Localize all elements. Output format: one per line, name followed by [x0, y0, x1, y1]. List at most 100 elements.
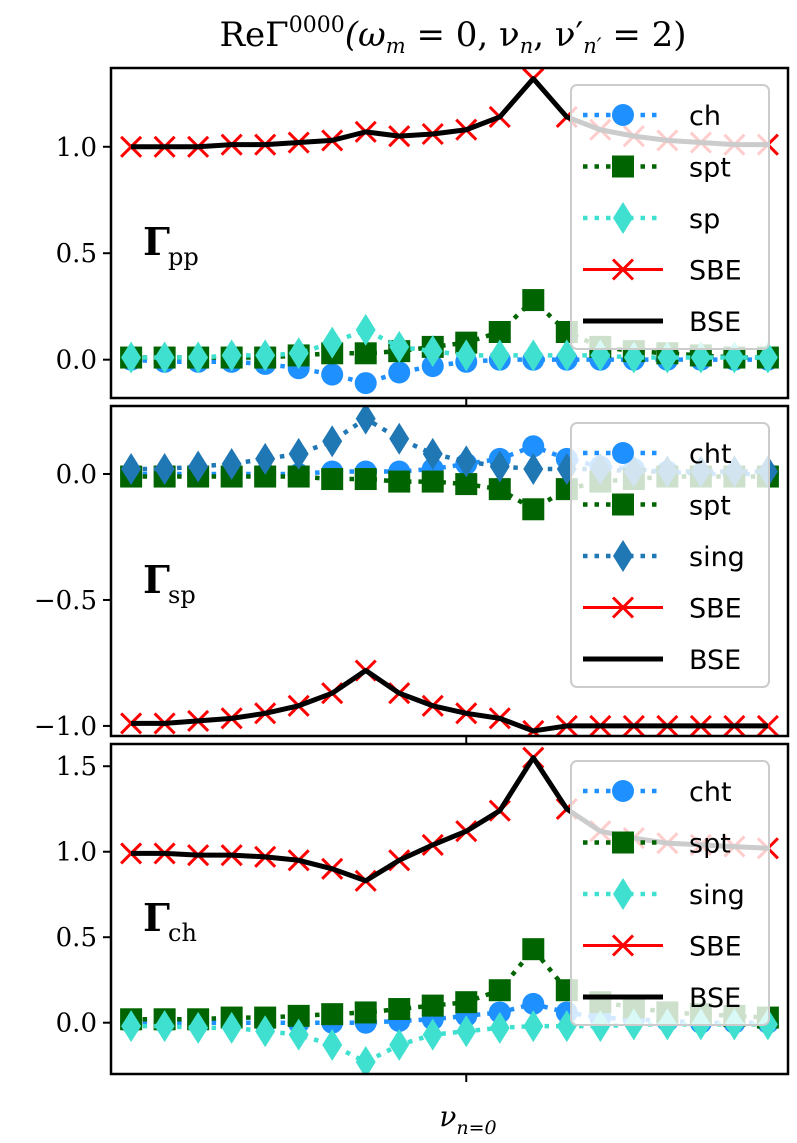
- data-point-sing: [389, 422, 410, 455]
- data-point-sing: [255, 442, 276, 475]
- data-point-sing: [121, 452, 142, 485]
- data-point-sp: [188, 341, 209, 374]
- panel-pp: 0.0 0.5 1.0 Γpp ch spt sp SBE BSE: [56, 66, 790, 406]
- data-point-sing: [523, 452, 544, 485]
- legend-entry-sing: sing: [583, 540, 745, 573]
- data-point-spt: [522, 938, 545, 961]
- data-point-sing: [322, 1028, 343, 1061]
- data-point-cht: [522, 992, 545, 1015]
- legend-label-cht: cht: [689, 777, 732, 808]
- data-point-sing: [489, 1011, 510, 1044]
- data-point-sing: [288, 437, 309, 470]
- data-point-sp: [121, 341, 142, 374]
- y-tick-label: 0.0: [56, 1009, 97, 1039]
- legend-marker-cht: [612, 780, 634, 802]
- data-point-spt: [354, 468, 377, 491]
- data-point-ch: [354, 372, 377, 395]
- axes-frame: [109, 404, 790, 738]
- data-point-sing: [422, 437, 443, 470]
- legend: cht spt sing SBE BSE: [570, 760, 770, 1026]
- x-axis-label: νn=0: [439, 1100, 496, 1139]
- legend-marker-sing: [613, 540, 633, 572]
- data-point-sing: [154, 1010, 175, 1043]
- data-point-sing: [255, 1015, 276, 1048]
- legend-marker-cht: [612, 442, 634, 464]
- legend-label-SBE: SBE: [689, 932, 742, 963]
- legend-entry-SBE: SBE: [583, 256, 742, 287]
- axes-frame: [109, 742, 790, 1076]
- legend-label-sing: sing: [689, 880, 745, 911]
- legend-label-cht: cht: [689, 439, 732, 470]
- y-tick-label: 0.5: [56, 923, 97, 953]
- legend-box: [570, 760, 770, 1026]
- data-point-sp: [288, 337, 309, 370]
- legend-box: [570, 84, 770, 350]
- chart-title: ReΓ0000(ωm = 0, νn, ν′n′ = 2): [219, 13, 686, 58]
- legend-marker-sp: [613, 202, 633, 234]
- axes-frame: [109, 66, 790, 400]
- y-tick-label: 1.0: [56, 133, 97, 163]
- data-point-sing: [355, 406, 376, 435]
- data-point-sing: [154, 452, 175, 485]
- legend-label-BSE: BSE: [689, 645, 741, 676]
- data-point-sp: [355, 313, 376, 346]
- data-point-sing: [590, 1010, 611, 1043]
- panel-label: Γ: [143, 557, 170, 602]
- data-point-sing: [556, 1010, 577, 1043]
- panel-label-sub: sp: [168, 581, 196, 609]
- legend-label-BSE: BSE: [689, 983, 741, 1014]
- legend-entry-cht: cht: [583, 439, 732, 470]
- legend-label-sp: sp: [689, 204, 720, 235]
- y-tick-label: 0.5: [56, 239, 97, 269]
- data-point-sing: [288, 1018, 309, 1051]
- data-point-spt: [522, 498, 545, 521]
- data-point-sing: [221, 1011, 242, 1044]
- legend-entry-spt: spt: [583, 153, 731, 184]
- legend-marker-SBE: [611, 258, 635, 281]
- y-tick-label: −0.5: [34, 586, 97, 616]
- legend-label-sing: sing: [689, 542, 745, 573]
- data-point-sing: [188, 450, 209, 483]
- y-tick-label: 0.0: [56, 460, 97, 490]
- legend-entry-ch: ch: [583, 101, 721, 132]
- data-point-spt: [388, 470, 411, 493]
- y-tick-label: −1.0: [34, 712, 97, 742]
- legend-marker-SBE: [611, 596, 635, 619]
- legend: cht spt sing SBE BSE: [570, 422, 770, 688]
- data-point-sing: [456, 445, 477, 478]
- data-point-sing: [523, 1010, 544, 1043]
- data-point-sing: [422, 1018, 443, 1051]
- legend-marker-spt: [612, 155, 634, 178]
- data-point-spt: [522, 289, 545, 312]
- legend-entry-sp: sp: [583, 202, 720, 235]
- legend-entry-cht: cht: [583, 777, 732, 808]
- panel-label-sub: ch: [168, 919, 197, 947]
- data-point-sp: [322, 326, 343, 359]
- legend-entry-BSE: BSE: [583, 307, 741, 338]
- legend-marker-ch: [612, 104, 634, 126]
- legend-label-spt: spt: [689, 153, 731, 184]
- legend: ch spt sp SBE BSE: [570, 84, 770, 350]
- legend-label-SBE: SBE: [689, 594, 742, 625]
- data-point-spt: [321, 1003, 344, 1026]
- data-point-spt: [421, 470, 444, 493]
- data-point-sing: [121, 1010, 142, 1043]
- legend-entry-BSE: BSE: [583, 645, 741, 676]
- y-tick-label: 1.0: [56, 838, 97, 868]
- data-point-spt: [354, 342, 377, 365]
- legend-label-ch: ch: [689, 101, 721, 132]
- plot-area: [120, 406, 779, 736]
- legend-entry-SBE: SBE: [583, 932, 742, 963]
- panel-label-sub: pp: [168, 243, 199, 271]
- data-point-sing: [355, 1046, 376, 1074]
- legend-entry-spt: spt: [583, 491, 731, 522]
- data-point-spt: [421, 994, 444, 1017]
- data-point-sp: [489, 339, 510, 372]
- data-point-sp: [389, 330, 410, 363]
- data-point-spt: [321, 468, 344, 491]
- panel-sp: −1.0 −0.5 0.0 Γsp cht spt sing SBE BSE: [34, 404, 790, 744]
- y-tick-label: 1.5: [56, 752, 97, 782]
- panel-label: Γ: [143, 895, 170, 940]
- data-point-cht: [522, 435, 545, 458]
